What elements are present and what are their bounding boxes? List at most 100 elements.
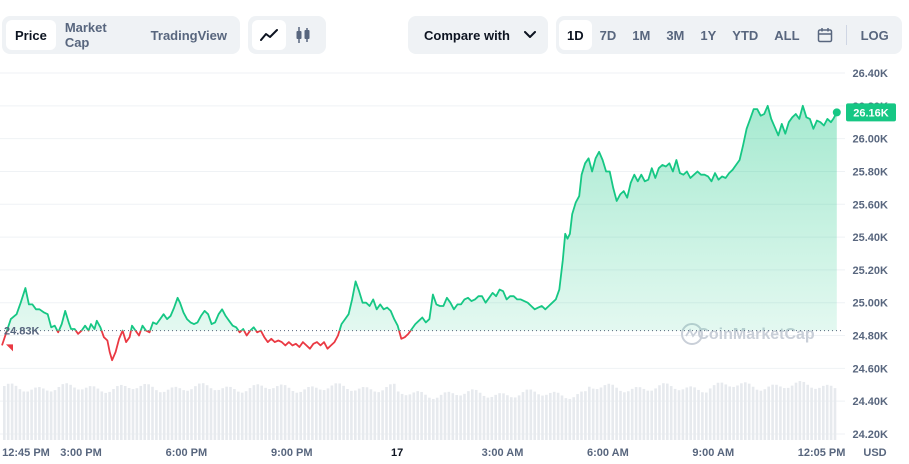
- volume-bar: [638, 387, 642, 440]
- y-tick-label: 25.40K: [853, 232, 889, 244]
- volume-bar: [342, 385, 345, 440]
- range-7d[interactable]: 7D: [599, 27, 617, 43]
- volume-bar: [283, 385, 287, 440]
- volume-bar: [486, 397, 490, 440]
- price-line-down: [1, 330, 412, 362]
- volume-bar: [478, 392, 482, 440]
- volume-bar: [22, 391, 26, 440]
- volume-bar: [178, 388, 182, 440]
- volume-bar: [798, 381, 802, 440]
- volume-bar: [802, 381, 806, 440]
- x-tick-label: 6:00 AM: [587, 447, 629, 459]
- range-1m[interactable]: 1M: [632, 27, 651, 43]
- volume-bar: [42, 388, 45, 440]
- volume-bar: [248, 388, 252, 440]
- range-1y[interactable]: 1Y: [700, 27, 717, 43]
- range-all[interactable]: ALL: [774, 27, 800, 43]
- volume-bar: [354, 390, 357, 440]
- volume-bar: [720, 382, 724, 440]
- volume-bar: [190, 389, 193, 440]
- volume-bar: [53, 390, 57, 440]
- volume-bar: [588, 386, 591, 440]
- price-line-up: [5, 104, 838, 331]
- y-tick-label: 26.20K: [853, 101, 889, 113]
- volume-bar: [311, 386, 314, 440]
- volume-bar: [155, 390, 158, 440]
- volume-bar: [767, 386, 770, 440]
- y-tick-label: 25.00K: [853, 298, 889, 310]
- x-tick-label: 3:00 AM: [482, 447, 524, 459]
- volume-bar: [268, 388, 271, 440]
- range-1d[interactable]: 1D: [559, 20, 592, 50]
- volume-bar: [393, 383, 396, 440]
- volume-bar: [73, 387, 76, 440]
- volume-bar: [736, 385, 739, 440]
- volume-bar: [580, 391, 583, 440]
- volume-bar: [818, 387, 821, 440]
- calendar-button[interactable]: [808, 20, 842, 50]
- volume-bar: [92, 386, 96, 440]
- range-ytd[interactable]: YTD: [732, 27, 759, 43]
- volume-bar: [822, 385, 825, 440]
- volume-bar: [728, 386, 731, 440]
- tab-tradingview[interactable]: TradingView: [150, 27, 227, 43]
- volume-bar: [630, 388, 634, 440]
- line-chart-button[interactable]: [252, 20, 286, 50]
- volume-bar: [775, 384, 778, 440]
- volume-bar: [533, 391, 536, 440]
- volume-bar: [564, 398, 568, 440]
- candlestick-icon: [296, 27, 310, 43]
- range-3m[interactable]: 3M: [666, 27, 685, 43]
- volume-bar: [786, 387, 790, 440]
- volume-bar: [654, 388, 657, 440]
- volume-bar: [537, 394, 540, 440]
- volume-bar: [833, 388, 837, 440]
- volume-bar: [451, 393, 455, 440]
- compare-with-dropdown[interactable]: Compare with: [408, 16, 548, 54]
- volume-bar: [408, 394, 412, 440]
- candlestick-button[interactable]: [286, 20, 320, 50]
- volume-bar: [159, 392, 162, 440]
- current-price-badge: [846, 103, 896, 122]
- y-tick-label: 26.40K: [853, 68, 889, 80]
- tab-market-cap[interactable]: Market Cap: [64, 20, 107, 50]
- volume-bar: [779, 386, 782, 440]
- volume-bar: [170, 387, 174, 440]
- volume-bar: [322, 390, 326, 440]
- volume-bar: [18, 389, 22, 440]
- volume-bar: [225, 386, 228, 440]
- volume-bar: [377, 392, 380, 440]
- volume-bar: [338, 383, 341, 440]
- compare-with-label: Compare with: [424, 27, 510, 43]
- volume-bar: [112, 388, 115, 440]
- volume-bar: [334, 383, 338, 440]
- chart-type-group: [248, 16, 326, 54]
- volume-bar: [287, 387, 291, 440]
- volume-bar: [229, 386, 232, 440]
- volume-bar: [591, 388, 595, 440]
- volume-bar: [599, 387, 603, 440]
- log-scale-toggle[interactable]: LOG: [860, 27, 889, 43]
- volume-bar: [658, 385, 661, 440]
- volume-bars: [3, 381, 837, 440]
- volume-bar: [681, 389, 685, 440]
- volume-bar: [174, 386, 178, 440]
- volume-bar: [57, 386, 61, 440]
- volume-bar: [447, 391, 451, 440]
- volume-bar: [744, 382, 747, 440]
- volume-bar: [560, 395, 564, 440]
- volume-bar: [790, 385, 794, 440]
- volume-bar: [361, 387, 365, 440]
- price-tab-group: Price Market Cap TradingView: [2, 16, 240, 54]
- x-tick-label: 9:00 PM: [271, 447, 313, 459]
- volume-bar: [642, 388, 646, 440]
- tab-price[interactable]: Price: [6, 20, 56, 50]
- volume-bar: [432, 398, 435, 440]
- volume-bar: [373, 391, 377, 440]
- volume-bar: [607, 383, 611, 440]
- volume-bar: [619, 390, 622, 440]
- volume-bar: [34, 387, 37, 440]
- volume-bar: [139, 385, 143, 440]
- volume-bar: [217, 389, 221, 440]
- volume-bar: [256, 384, 260, 440]
